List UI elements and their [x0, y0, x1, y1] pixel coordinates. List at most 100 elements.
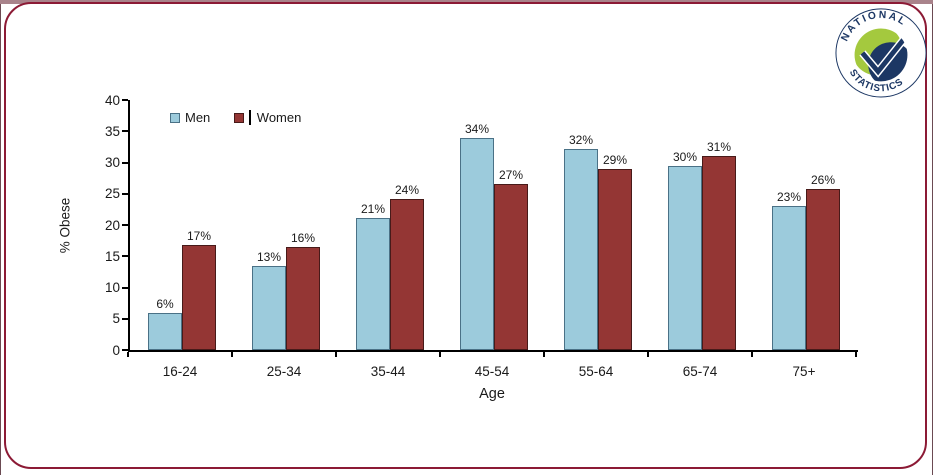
- bar-men-45-54: [460, 137, 494, 350]
- bar-value-label: 6%: [156, 296, 174, 311]
- bar-value-label: 27%: [498, 168, 524, 183]
- x-category-label-25-34: 25-34: [266, 364, 302, 379]
- bar-value-label: 24%: [394, 182, 420, 197]
- y-tick-mark: [122, 161, 128, 164]
- x-tick-mark: [231, 352, 233, 357]
- bar-cell: 32%: [564, 100, 598, 350]
- y-tick-label-10: 10: [104, 280, 120, 295]
- bar-cell: 17%: [182, 100, 216, 350]
- y-tick-mark: [122, 286, 128, 289]
- y-tick-mark: [122, 317, 128, 320]
- y-tick-label-20: 20: [104, 217, 120, 233]
- x-axis-title: Age: [479, 386, 505, 402]
- legend-label-men: Men: [185, 110, 211, 125]
- bar-cell: 21%: [356, 100, 390, 350]
- bar-cell: 23%: [772, 100, 806, 350]
- y-tick-label-5: 5: [112, 311, 120, 327]
- bar-cell: 13%: [252, 100, 286, 350]
- logo-check-icon: [860, 31, 908, 76]
- x-tick-mark: [647, 352, 649, 357]
- y-tick-label-25: 25: [104, 186, 120, 202]
- bar-women-45-54: [494, 184, 528, 350]
- bar-cell: 34%: [460, 100, 494, 350]
- bar-group-45-54: 34% 27%: [442, 100, 546, 350]
- bar-men-25-34: [252, 266, 286, 350]
- bar-cell: 27%: [494, 100, 528, 350]
- y-tick-mark: [122, 130, 128, 133]
- y-tick-mark: [122, 224, 128, 226]
- y-axis-title-text: % Obese: [57, 197, 73, 253]
- bar-cell: 29%: [598, 100, 632, 350]
- national-statistics-logo: NATIONAL STATISTICS: [835, 8, 927, 98]
- plot-area: 6% 17% 13% 16% 21% 24% 34% 27% 32% 29% 30% 31% 23% 26…: [128, 100, 858, 352]
- bar-cell: 26%: [806, 100, 840, 350]
- x-tick-mark: [439, 352, 441, 357]
- x-tick-mark: [335, 352, 337, 357]
- x-category-label-45-54: 45-54: [474, 364, 510, 379]
- bar-value-label: 13%: [256, 250, 282, 265]
- bar-cell: 16%: [286, 100, 320, 350]
- x-category-label-55-64: 55-64: [578, 364, 614, 379]
- bar-men-16-24: [148, 312, 182, 350]
- x-category-label-75+: 75+: [792, 364, 816, 379]
- bar-value-label: 29%: [602, 153, 628, 168]
- bar-group-35-44: 21% 24%: [338, 100, 442, 350]
- text-cursor: [249, 110, 251, 125]
- x-tick-mark: [127, 352, 129, 357]
- bar-cell: 24%: [390, 100, 424, 350]
- x-category-label-35-44: 35-44: [370, 364, 406, 379]
- bar-men-55-64: [564, 148, 598, 350]
- x-category-label-65-74: 65-74: [682, 364, 718, 379]
- screenshot-left-edge: [0, 0, 1, 475]
- bar-women-25-34: [286, 246, 320, 350]
- y-tick-label-30: 30: [104, 155, 120, 170]
- x-tick-mark: [543, 352, 545, 357]
- bar-women-16-24: [182, 245, 216, 350]
- bar-group-65-74: 30% 31%: [650, 100, 754, 350]
- bar-group-75+: 23% 26%: [754, 100, 858, 350]
- bar-men-35-44: [356, 217, 390, 350]
- bar-value-label: 32%: [568, 132, 594, 147]
- y-tick-mark: [122, 99, 128, 101]
- bar-men-65-74: [668, 165, 702, 350]
- chart-legend: Men Women: [170, 110, 301, 125]
- y-tick-mark: [122, 349, 128, 351]
- bar-value-label: 34%: [464, 121, 490, 136]
- bar-women-55-64: [598, 169, 632, 350]
- y-tick-mark: [122, 255, 128, 258]
- y-axis-title: % Obese: [52, 100, 78, 350]
- bar-women-75+: [806, 189, 840, 350]
- logo-emblem: [854, 28, 908, 82]
- bar-cell: 6%: [148, 100, 182, 350]
- bar-value-label: 16%: [290, 230, 316, 245]
- x-tick-mark: [855, 352, 857, 357]
- y-tick-label-40: 40: [104, 92, 120, 108]
- slide-border-frame: [4, 2, 927, 469]
- x-tick-mark: [751, 352, 753, 357]
- y-tick-label-35: 35: [104, 123, 120, 139]
- y-tick-mark: [122, 192, 128, 195]
- y-tick-label-15: 15: [104, 248, 120, 264]
- bar-group-55-64: 32% 29%: [546, 100, 650, 350]
- bar-value-label: 23%: [776, 190, 802, 205]
- legend-item-women: Women: [234, 110, 301, 125]
- bar-value-label: 17%: [186, 229, 212, 243]
- women-legend-swatch: [234, 112, 245, 123]
- y-tick-label-0: 0: [112, 342, 120, 358]
- bar-men-75+: [772, 206, 806, 350]
- legend-item-men: Men: [170, 110, 210, 125]
- bar-women-65-74: [702, 155, 736, 350]
- men-legend-swatch: [170, 112, 180, 123]
- bar-group-25-34: 13% 16%: [234, 100, 338, 350]
- bar-women-35-44: [390, 198, 424, 350]
- legend-label-women: Women: [256, 110, 302, 125]
- bar-cell: 30%: [668, 100, 702, 350]
- bar-value-label: 21%: [360, 201, 386, 216]
- bar-cell: 31%: [702, 100, 736, 350]
- bar-value-label: 31%: [706, 139, 732, 154]
- x-axis-category-labels: 16-24 25-34 35-44 45-54 55-64 65-74 75+: [128, 364, 856, 379]
- bar-value-label: 30%: [672, 149, 698, 164]
- bar-value-label: 26%: [810, 173, 836, 188]
- bar-group-16-24: 6% 17%: [130, 100, 234, 350]
